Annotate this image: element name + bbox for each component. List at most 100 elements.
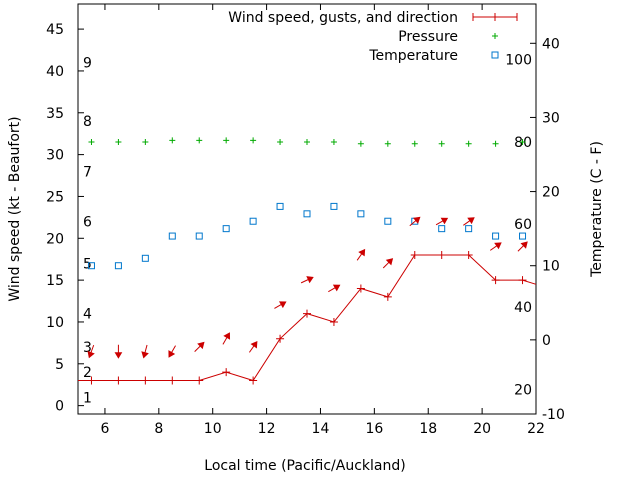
wind-direction-arrow	[222, 332, 231, 345]
wind-speed-point	[518, 276, 527, 285]
wind-arrow-head	[358, 248, 366, 257]
pressure-point	[223, 137, 230, 144]
pressure-point	[519, 139, 526, 146]
x-tick-label: 8	[154, 421, 163, 437]
wind-arrow-head	[250, 340, 258, 349]
wind-direction-arrow	[435, 217, 449, 226]
wind-speed-point	[303, 309, 311, 318]
wind-arrow-head	[440, 217, 449, 225]
y-tick-label: 45	[46, 22, 64, 38]
temperature-point	[438, 225, 446, 233]
pressure-point	[277, 139, 284, 146]
y-tick-label: 40	[46, 64, 64, 80]
y-tick-label: 5	[55, 357, 64, 373]
temperature-point	[276, 202, 284, 210]
wind-direction-arrow	[517, 241, 528, 252]
wind-direction-arrow	[87, 344, 95, 359]
legend-label: Temperature	[368, 48, 458, 64]
x-tick-label: 14	[312, 421, 330, 437]
y-tick-label: 30	[46, 148, 64, 164]
wind-speed-point	[114, 376, 123, 385]
wind-speed-line	[78, 254, 537, 382]
pressure-point	[357, 140, 364, 147]
y-tick-label: 35	[46, 106, 64, 122]
wind-direction-arrow	[489, 242, 502, 251]
wind-speed-point	[222, 368, 231, 377]
temperature-point	[384, 217, 392, 225]
x-tick-label: 10	[204, 421, 222, 437]
fahrenheit-label: 100	[505, 53, 532, 69]
legend-swatch-mark	[472, 13, 518, 21]
temperature-point	[141, 254, 149, 262]
wind-direction-arrow	[356, 248, 366, 261]
beaufort-label: 9	[83, 56, 92, 72]
wind-arrow-head	[385, 258, 394, 266]
y-axis-title: Wind speed (kt - Beaufort)	[7, 116, 23, 301]
wind-arrow-head	[494, 242, 502, 250]
fahrenheit-label: 40	[514, 300, 532, 316]
temperature-point	[492, 232, 500, 240]
y2-tick-label: 0	[542, 333, 551, 349]
plot-frame	[77, 3, 537, 415]
wind-arrow-head	[168, 350, 176, 358]
beaufort-label: 4	[83, 307, 92, 323]
wind-speed-point	[383, 292, 392, 301]
wind-arrow-head	[87, 350, 95, 359]
pressure-point	[330, 139, 337, 146]
wind-speed-point	[168, 376, 177, 385]
wind-arrow-head	[413, 216, 421, 224]
pressure-point	[250, 137, 257, 144]
wind-arrow-head	[520, 241, 528, 249]
x-tick-label: 18	[419, 421, 437, 437]
y2-tick-label: -10	[542, 407, 565, 423]
x-tick-label: 22	[527, 421, 545, 437]
beaufort-label: 5	[83, 256, 92, 272]
wind-direction-arrow	[141, 344, 149, 359]
beaufort-label: 6	[83, 215, 92, 231]
x-tick-label: 16	[365, 421, 383, 437]
wind-speed-point	[437, 251, 446, 260]
beaufort-label: 3	[83, 340, 92, 356]
legend-swatch	[491, 51, 499, 59]
wind-direction-arrow	[194, 341, 205, 353]
wind-direction-arrow	[168, 345, 176, 358]
legend-entry: Wind speed, gusts, and direction	[228, 10, 518, 26]
temperature-point	[465, 225, 473, 233]
wind-speed-point	[249, 376, 258, 385]
x-axis-title: Local time (Pacific/Auckland)	[204, 458, 405, 474]
wind-arrow-head	[141, 351, 149, 359]
wind-arrow-head	[114, 352, 123, 359]
wind-arrow-head	[278, 301, 287, 309]
y2-tick-label: 30	[542, 110, 560, 126]
pressure-point	[304, 139, 310, 146]
wind-arrow-head	[197, 341, 205, 350]
legend-entry: Pressure	[398, 29, 498, 45]
temperature-point	[519, 232, 527, 240]
y-tick-label: 20	[46, 231, 64, 247]
wind-speed-point	[329, 317, 338, 326]
temperature-point	[87, 262, 95, 270]
wind-speed-point	[356, 284, 365, 293]
pressure-point	[115, 139, 122, 146]
wind-arrow-head	[332, 284, 341, 292]
beaufort-label: 8	[83, 114, 92, 130]
pressure-point	[384, 140, 391, 147]
y-tick-label: 10	[46, 315, 64, 331]
wind-direction-arrow	[328, 284, 341, 293]
temperature-point	[249, 217, 257, 225]
wind-arrow-head	[223, 332, 231, 340]
wind-speed-point	[276, 334, 285, 343]
y2-tick-label: 10	[542, 259, 560, 275]
wind-speed-point	[464, 251, 473, 260]
temperature-point	[222, 225, 230, 233]
wind-direction-arrow	[274, 301, 287, 309]
wind-speed-point	[87, 376, 96, 385]
wind-direction-arrow	[382, 258, 394, 269]
y2-tick-label: 40	[542, 36, 560, 52]
temperature-point	[195, 232, 203, 240]
x-tick-label: 6	[100, 421, 109, 437]
pressure-point	[142, 139, 149, 146]
x-tick-label: 20	[473, 421, 491, 437]
pressure-point	[169, 137, 176, 144]
